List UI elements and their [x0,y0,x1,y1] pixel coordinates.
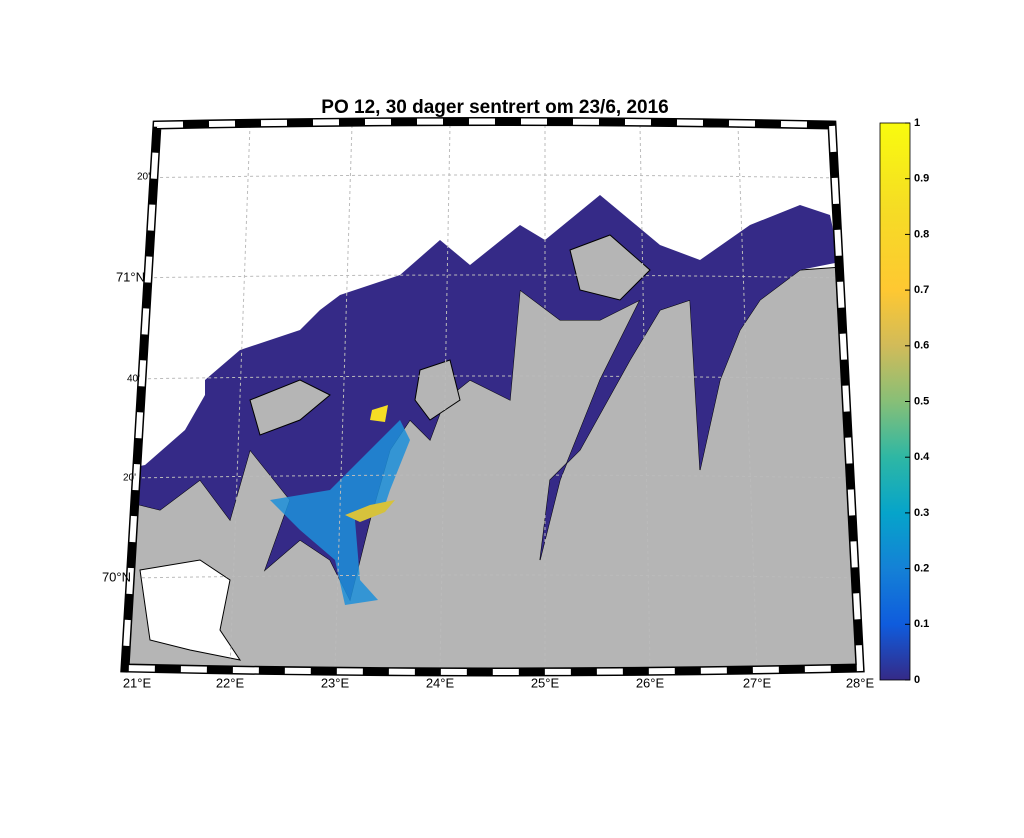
colorbar-tick-label: 0.1 [914,618,929,630]
lon-label: 26°E [636,675,665,690]
lon-label: 25°E [531,675,560,690]
lon-label: 27°E [743,675,772,690]
lon-label: 21°E [123,675,152,690]
colorbar-tick-label: 0.9 [914,173,929,185]
fjord-hot [345,500,395,522]
map-frame [120,117,865,677]
title: PO 12, 30 dager sentrert om 23/6, 2016 [321,97,668,118]
colorbar-tick-label: 0 [914,674,920,686]
colorbar-tick-label: 0.7 [914,284,929,296]
lon-label: 23°E [321,675,350,690]
lat-label: 71°N [116,269,145,284]
colorbar-tick-label: 1 [914,117,920,129]
colorbar-tick-label: 0.4 [914,451,930,463]
lon-label: 28°E [846,675,875,690]
fjord-high [270,420,410,605]
lon-labels: 21°E 22°E 23°E 24°E 25°E 26°E 27°E 28°E [123,675,875,690]
lat-label: 70°N [102,569,131,584]
colorbar-tick-label: 0.2 [914,563,929,575]
colorbar-ticks: 0 0.1 0.2 0.3 0.4 0.5 0.6 0.7 0.8 0.9 1 [905,117,930,686]
map-area [125,121,860,672]
lat-label: 20' [137,172,150,183]
lat-label: 20' [123,473,136,484]
fjord-hot [370,405,388,422]
lon-label: 24°E [426,675,455,690]
graticule [129,124,860,669]
lat-labels: 20' 71°N 40' 20' 70°N [102,172,150,585]
lon-label: 22°E [216,675,245,690]
colorbar-tick-label: 0.8 [914,228,929,240]
colorbar-tick-label: 0.5 [914,395,929,407]
lakes [139,559,242,661]
lat-label: 40' [127,374,140,385]
colorbar-tick-label: 0.6 [914,340,929,352]
island [249,234,651,436]
colorbar-tick-label: 0.3 [914,507,929,519]
